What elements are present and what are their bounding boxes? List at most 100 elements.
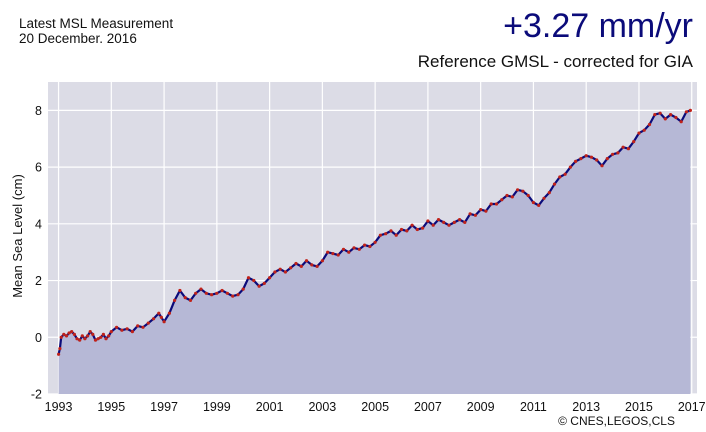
- data-point: [225, 291, 229, 295]
- data-point: [405, 229, 409, 233]
- data-point: [289, 266, 293, 270]
- data-point: [341, 247, 346, 251]
- data-point: [252, 278, 256, 283]
- data-point: [458, 218, 462, 222]
- data-point: [183, 296, 187, 300]
- data-point: [246, 276, 251, 280]
- data-point: [579, 157, 583, 161]
- data-point: [96, 337, 100, 341]
- data-point: [125, 327, 129, 331]
- data-point: [452, 220, 456, 224]
- data-point: [80, 334, 84, 338]
- data-point: [600, 164, 604, 168]
- data-point: [688, 108, 693, 112]
- data-point: [415, 227, 419, 232]
- data-point: [236, 293, 240, 297]
- data-point: [674, 115, 678, 120]
- trend-rate: +3.27 mm/yr: [503, 7, 693, 45]
- data-point: [210, 293, 214, 297]
- data-point: [310, 263, 314, 267]
- data-point: [663, 117, 667, 121]
- credit-text: © CNES,LEGOS,CLS: [558, 414, 675, 428]
- data-point: [331, 252, 335, 256]
- measurement-date: 20 December. 2016: [19, 31, 137, 46]
- data-point: [542, 196, 546, 200]
- data-point: [62, 332, 66, 336]
- data-point: [188, 298, 193, 302]
- data-point: [159, 315, 163, 319]
- data-point: [72, 332, 76, 336]
- data-point: [273, 270, 277, 274]
- data-point: [130, 330, 134, 334]
- data-point: [283, 270, 287, 274]
- data-point: [447, 223, 451, 227]
- data-point: [83, 337, 87, 341]
- data-point: [526, 193, 530, 198]
- data-point: [378, 233, 382, 237]
- data-point: [75, 337, 79, 341]
- sea-level-area: [58, 110, 691, 395]
- data-point: [684, 110, 689, 114]
- data-point: [141, 325, 145, 329]
- x-tick-label: 1999: [203, 400, 231, 414]
- data-point: [505, 193, 509, 198]
- y-tick-label: 6: [35, 161, 42, 175]
- data-point: [167, 311, 171, 315]
- data-point: [178, 288, 182, 293]
- data-point: [426, 219, 430, 223]
- data-point: [107, 334, 111, 338]
- data-point: [231, 294, 235, 298]
- data-point: [151, 317, 156, 321]
- data-point: [336, 253, 340, 257]
- y-axis-label: Mean Sea Level (cm): [10, 174, 25, 298]
- data-point: [479, 208, 483, 212]
- x-tick-label: 1993: [45, 400, 73, 414]
- x-tick-label: 2003: [308, 400, 336, 414]
- data-point: [584, 154, 588, 158]
- x-tick-label: 2015: [625, 400, 653, 414]
- data-point: [574, 159, 578, 163]
- data-point: [357, 247, 361, 251]
- data-point: [215, 291, 219, 295]
- data-point: [637, 131, 641, 135]
- data-point: [320, 259, 324, 263]
- data-point: [653, 113, 657, 117]
- data-point: [510, 195, 514, 199]
- data-point: [199, 287, 203, 291]
- data-point: [621, 145, 625, 149]
- data-point: [626, 147, 631, 151]
- data-point: [484, 209, 488, 213]
- x-tick-label: 2013: [572, 400, 600, 414]
- x-axis-ticks: 1993 1995 1997 1999 2001 2003 2005 2007 2009 2011…: [45, 400, 706, 414]
- data-point: [489, 202, 493, 206]
- data-point: [595, 158, 599, 162]
- y-tick-label: -2: [31, 388, 42, 402]
- data-point: [616, 151, 620, 155]
- x-tick-label: 1995: [97, 400, 125, 414]
- data-point: [299, 264, 303, 268]
- data-point: [421, 226, 425, 230]
- x-tick-label: 2017: [678, 400, 706, 414]
- data-point: [568, 165, 573, 169]
- data-point: [647, 122, 652, 127]
- data-point: [436, 218, 441, 222]
- data-point: [294, 261, 298, 266]
- data-point: [99, 335, 103, 339]
- data-point: [93, 338, 98, 342]
- x-tick-label: 2005: [361, 400, 389, 414]
- data-point: [115, 325, 119, 329]
- data-point: [589, 155, 594, 159]
- data-point: [304, 259, 309, 263]
- y-axis-ticks: -2 0 2 4 6 8: [31, 104, 42, 402]
- data-point: [679, 120, 683, 124]
- data-point: [86, 334, 90, 338]
- data-point: [473, 213, 477, 217]
- data-point: [59, 335, 63, 339]
- data-point: [58, 347, 62, 351]
- data-point: [658, 111, 662, 115]
- data-point: [109, 330, 113, 334]
- data-point: [389, 229, 393, 233]
- data-point: [173, 298, 177, 302]
- data-point: [605, 157, 609, 161]
- data-point: [531, 200, 536, 205]
